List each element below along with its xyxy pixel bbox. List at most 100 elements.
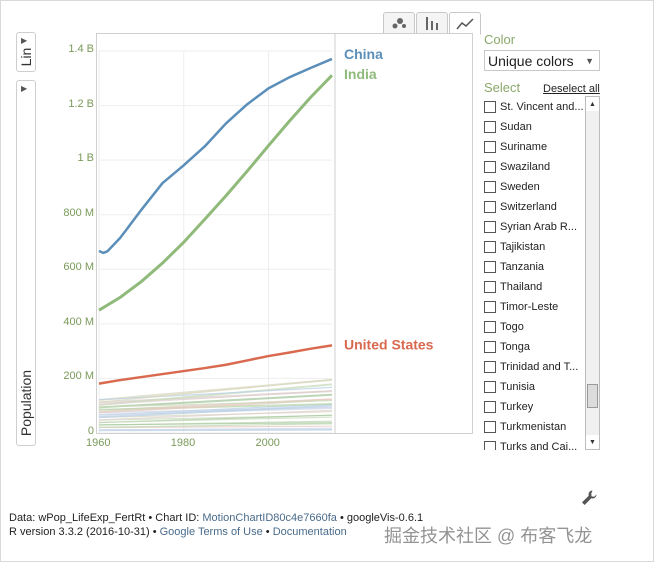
country-name: Swaziland	[500, 161, 551, 173]
plot-area[interactable]: China India United States	[96, 33, 473, 434]
country-list-item[interactable]: Tajikistan	[484, 237, 584, 257]
color-label: Color	[484, 32, 516, 47]
country-list-item[interactable]: Tanzania	[484, 257, 584, 277]
country-checkbox[interactable]	[484, 241, 496, 253]
country-checkbox[interactable]	[484, 401, 496, 413]
background-series-line	[98, 379, 333, 403]
country-list-item[interactable]: Syrian Arab R...	[484, 217, 584, 237]
series-line-india[interactable]	[98, 74, 334, 312]
country-checkbox[interactable]	[484, 261, 496, 273]
country-checkbox[interactable]	[484, 321, 496, 333]
country-list-item[interactable]: Switzerland	[484, 197, 584, 217]
list-scrollbar[interactable]: ▲ ▼	[585, 96, 600, 450]
country-checkbox[interactable]	[484, 441, 496, 450]
country-checkbox[interactable]	[484, 341, 496, 353]
series-label-india: India	[344, 66, 377, 82]
country-checkbox[interactable]	[484, 161, 496, 173]
y-axis-selector[interactable]: ▶ Population	[16, 80, 36, 446]
footer-separator: •	[262, 526, 273, 538]
y-tick-label: 200 M	[63, 370, 94, 383]
y-tick-label: 1 B	[77, 152, 94, 165]
country-checkbox[interactable]	[484, 121, 496, 133]
scroll-down-icon[interactable]: ▼	[586, 435, 599, 449]
country-checkbox[interactable]	[484, 381, 496, 393]
country-name: Syrian Arab R...	[500, 221, 578, 233]
country-name: Thailand	[500, 281, 543, 293]
series-line-china[interactable]	[98, 57, 333, 255]
country-name: Turkey	[500, 401, 534, 413]
country-name: Tunisia	[500, 381, 536, 393]
deselect-all-link[interactable]: Deselect all	[543, 83, 600, 95]
scrollbar-thumb[interactable]	[587, 384, 598, 408]
country-list-item[interactable]: Tunisia	[484, 377, 584, 397]
country-name: Turks and Cai...	[500, 441, 578, 450]
chart-id: MotionChartID80c4e7660fa	[202, 512, 337, 524]
country-checkbox[interactable]	[484, 281, 496, 293]
country-list-item[interactable]: Togo	[484, 317, 584, 337]
country-list-item[interactable]: Tonga	[484, 337, 584, 357]
country-list-item[interactable]: Trinidad and T...	[484, 357, 584, 377]
color-select-value: Unique colors	[488, 53, 574, 69]
country-name: Sudan	[500, 121, 532, 133]
scale-selector[interactable]: ▶ Lin	[16, 32, 36, 72]
bar-chart-icon	[426, 17, 438, 30]
country-list-item[interactable]: St. Vincent and...	[484, 97, 584, 117]
country-list-item[interactable]: Turks and Cai...	[484, 437, 584, 450]
country-list-item[interactable]: Sudan	[484, 117, 584, 137]
country-checkbox[interactable]	[484, 101, 496, 113]
country-name: Trinidad and T...	[500, 361, 579, 373]
watermark: 掘金技术社区 @ 布客飞龙	[384, 526, 593, 546]
country-name: Sweden	[500, 181, 540, 193]
series-label-china: China	[344, 46, 383, 62]
country-checkbox[interactable]	[484, 221, 496, 233]
bubble-chart-icon	[392, 18, 406, 29]
x-tick-label: 1980	[170, 437, 196, 449]
color-select[interactable]: Unique colors ▼	[484, 50, 600, 71]
country-name: Turkmenistan	[500, 421, 567, 433]
footer-line-2: R version 3.3.2 (2016-10-31) • Google Te…	[9, 526, 347, 538]
y-tick-label: 800 M	[63, 206, 94, 219]
country-checkbox[interactable]	[484, 301, 496, 313]
country-list-item[interactable]: Sweden	[484, 177, 584, 197]
x-tick-label: 1960	[86, 437, 111, 449]
series-line-united-states[interactable]	[98, 344, 333, 385]
y-axis-label: Population	[18, 369, 34, 437]
country-list-item[interactable]: Timor-Leste	[484, 297, 584, 317]
country-list-item[interactable]: Turkmenistan	[484, 417, 584, 437]
country-checkbox[interactable]	[484, 421, 496, 433]
line-chart: China India United States	[98, 34, 434, 433]
country-list-item[interactable]: Suriname	[484, 137, 584, 157]
background-series-line	[98, 416, 333, 423]
country-list-item[interactable]: Turkey	[484, 397, 584, 417]
background-series-line	[98, 427, 333, 431]
background-series-line	[98, 422, 333, 426]
terms-link[interactable]: Google Terms of Use	[159, 526, 263, 538]
country-checkbox[interactable]	[484, 361, 496, 373]
country-name: Switzerland	[500, 201, 557, 213]
bar-chart-tab[interactable]	[416, 12, 448, 34]
country-name: St. Vincent and...	[500, 101, 584, 113]
country-checkbox[interactable]	[484, 141, 496, 153]
country-list-item[interactable]: Thailand	[484, 277, 584, 297]
footer-version-text: • googleVis-0.6.1	[336, 512, 424, 524]
country-name: Suriname	[500, 141, 548, 153]
settings-button[interactable]	[580, 489, 598, 507]
line-chart-tab[interactable]	[449, 12, 481, 35]
r-version-text: R version 3.3.2 (2016-10-31) •	[9, 526, 160, 538]
country-checkbox[interactable]	[484, 181, 496, 193]
country-list-item[interactable]: Swaziland	[484, 157, 584, 177]
footer-line-1: Data: wPop_LifeExp_FertRt • Chart ID: Mo…	[9, 512, 423, 524]
documentation-link[interactable]: Documentation	[272, 526, 347, 538]
y-tick-label: 1.4 B	[68, 43, 94, 55]
wrench-icon	[582, 490, 597, 505]
background-series-line	[98, 404, 333, 419]
bubble-chart-tab[interactable]	[383, 12, 415, 34]
background-series-line	[98, 399, 333, 408]
select-label: Select	[484, 80, 521, 95]
country-name: Timor-Leste	[500, 301, 559, 313]
scroll-up-icon[interactable]: ▲	[586, 97, 599, 111]
country-checkbox[interactable]	[484, 201, 496, 213]
scale-dropdown-icon: ▶	[21, 36, 28, 45]
line-chart-icon	[456, 17, 474, 29]
series-label-united-states: United States	[344, 336, 434, 352]
